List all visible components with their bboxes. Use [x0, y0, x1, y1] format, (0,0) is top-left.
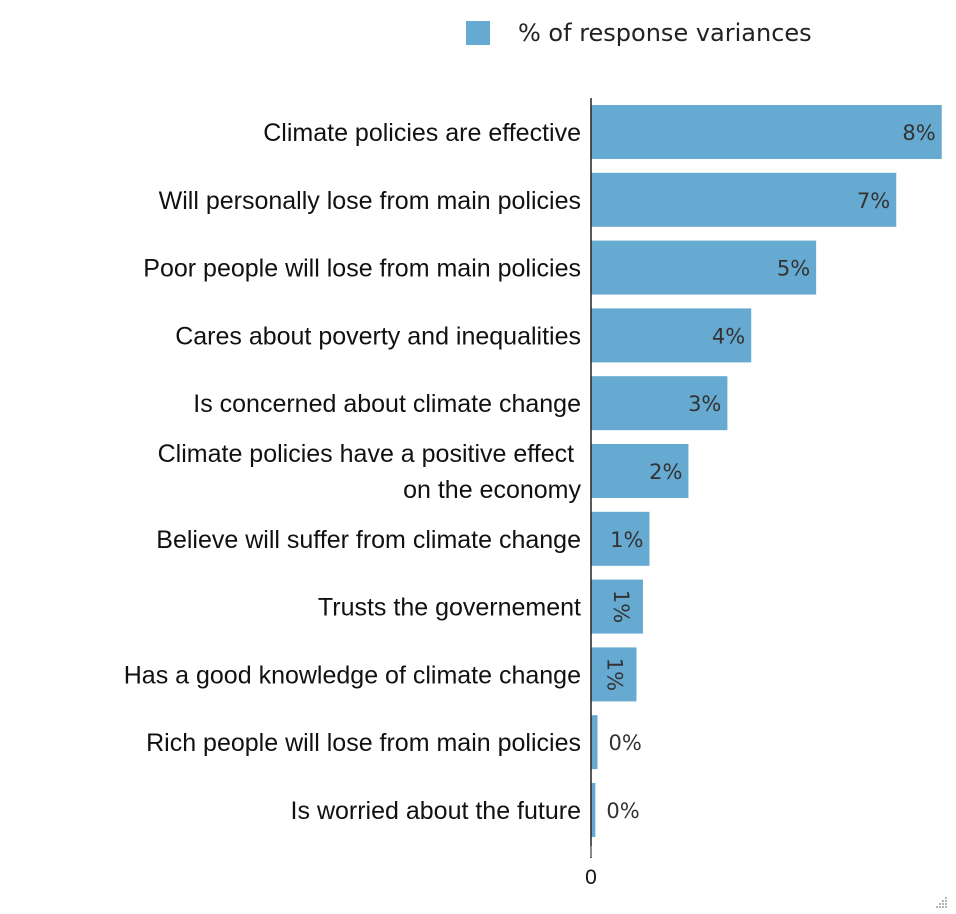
bar: [591, 105, 942, 159]
resize-grip-icon: [936, 897, 947, 908]
category-label: Is concerned about climate change: [193, 390, 581, 418]
data-label: 5%: [777, 257, 810, 281]
data-label: 3%: [688, 392, 721, 416]
legend-label: % of response variances: [518, 19, 812, 47]
bar: [591, 647, 637, 702]
category-label: Trusts the governement: [318, 594, 581, 622]
data-label: 1%: [602, 658, 626, 691]
category-label: Cares about poverty and inequalities: [175, 322, 581, 350]
category-label: Has a good knowledge of climate change: [124, 661, 581, 689]
data-label: 4%: [712, 324, 745, 348]
category-label: Rich people will lose from main policies: [146, 729, 581, 757]
category-label: Believe will suffer from climate change: [156, 526, 581, 554]
category-label: Climate policies have a positive effect …: [158, 440, 582, 504]
bar: [591, 444, 689, 498]
category-label: Is worried about the future: [291, 797, 581, 825]
data-label: 0%: [606, 799, 639, 823]
data-label: 8%: [902, 121, 935, 145]
category-label: Climate policies are effective: [263, 119, 581, 147]
bar: [591, 376, 728, 431]
legend: % of response variances: [466, 18, 812, 48]
legend-swatch: [466, 21, 490, 45]
data-label: 7%: [857, 189, 890, 213]
bar: [591, 172, 897, 227]
data-label: 0%: [608, 731, 641, 755]
x-tick-label: 0: [585, 866, 597, 889]
bar: [591, 511, 650, 566]
bar: [591, 783, 596, 837]
category-label: Poor people will lose from main policies: [143, 255, 581, 283]
category-label: Will personally lose from main policies: [159, 187, 581, 215]
data-label: 2%: [649, 460, 682, 484]
bar: [591, 579, 643, 634]
bar: [591, 715, 598, 770]
bar: [591, 308, 752, 363]
data-label: 1%: [609, 590, 633, 623]
bar: [591, 240, 817, 295]
data-label: 1%: [610, 528, 643, 552]
